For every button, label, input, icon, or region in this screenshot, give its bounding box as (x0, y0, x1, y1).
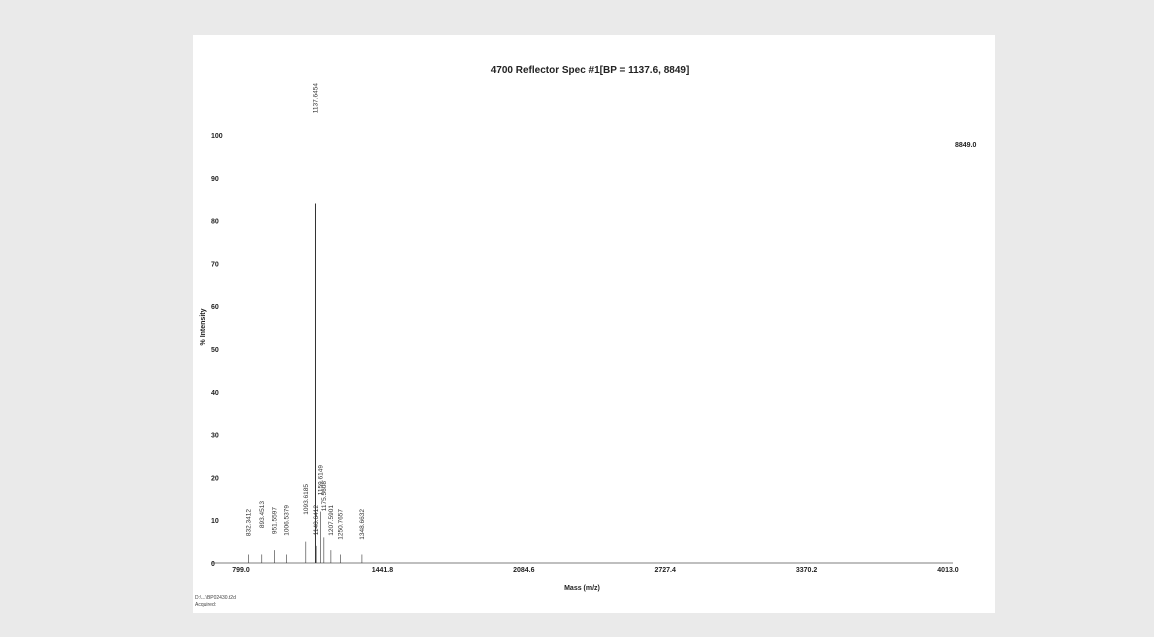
x-tick-label: 799.0 (232, 567, 250, 574)
peak-label: 832.3412 (245, 509, 252, 536)
y-tick-label: 60 (211, 304, 219, 311)
x-tick-label: 4013.0 (937, 567, 959, 574)
peak-label: 1348.6632 (359, 509, 366, 540)
peak-label: 1137.6454 (312, 83, 319, 114)
peak-label: 1006.5379 (284, 505, 291, 536)
peak-label: 1093.6185 (303, 484, 310, 515)
y-tick-label: 50 (211, 347, 219, 354)
x-tick-label: 1441.8 (372, 567, 394, 574)
peak-label: 1159.6149 (317, 465, 324, 496)
peak-label: 1140.6412 (313, 505, 320, 536)
x-tick-label: 3370.2 (796, 567, 818, 574)
y-axis-ticks: 0 10 20 30 40 50 60 70 80 90 100 (211, 133, 223, 568)
x-axis-label: Mass (m/z) (564, 585, 600, 592)
x-tick-label: 2084.6 (513, 567, 535, 574)
footer-file-line: D:\...\BP02430.t2d (195, 595, 236, 601)
y-tick-label: 70 (211, 261, 219, 268)
y-tick-label: 80 (211, 219, 219, 226)
x-axis-ticks: 799.0 1441.8 2084.6 2727.4 3370.2 4013.0 (232, 567, 959, 574)
footer-status-line: Acquired: (195, 602, 216, 608)
peak-label: 1175.5608 (321, 481, 328, 512)
mass-spectrum-chart: 4700 Reflector Spec #1[BP = 1137.6, 8849… (195, 65, 977, 608)
peak-label: 1250.7657 (337, 509, 344, 540)
y-tick-label: 0 (211, 561, 215, 568)
y-axis-label: % Intensity (200, 308, 207, 345)
y-tick-label: 20 (211, 475, 219, 482)
peak-label: 1207.5901 (328, 505, 335, 536)
chart-title: 4700 Reflector Spec #1[BP = 1137.6, 8849… (491, 65, 690, 76)
x-tick-label: 2727.4 (654, 567, 676, 574)
peak-group: 832.3412 893.4513 951.5597 1006.5379 1093.61… (245, 83, 366, 563)
y-tick-label: 40 (211, 390, 219, 397)
y-tick-label: 30 (211, 433, 219, 440)
max-intensity-label: 8849.0 (955, 142, 977, 149)
y-tick-label: 100 (211, 133, 223, 140)
peak-label: 951.5597 (272, 507, 279, 534)
y-tick-label: 10 (211, 518, 219, 525)
peak-label: 893.4513 (259, 501, 266, 528)
y-tick-label: 90 (211, 176, 219, 183)
spectrum-sheet: 4700 Reflector Spec #1[BP = 1137.6, 8849… (193, 35, 995, 613)
